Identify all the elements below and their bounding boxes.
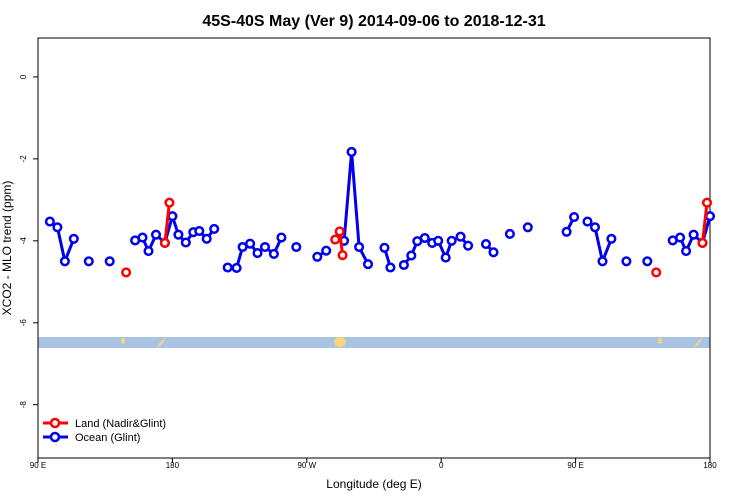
data-point — [252, 248, 263, 259]
data-point — [334, 226, 345, 237]
data-point — [480, 239, 492, 250]
y-tick-label: -8 — [19, 401, 28, 409]
series-ocean — [44, 146, 716, 273]
series-layer — [44, 146, 716, 278]
data-point — [245, 238, 256, 249]
data-point — [433, 235, 444, 246]
legend-ocean-label: Ocean (Glint) — [75, 432, 140, 444]
x-tick-label: 0 — [439, 461, 444, 470]
data-point — [569, 212, 580, 223]
data-point — [642, 256, 653, 267]
data-point — [59, 256, 70, 267]
data-point — [337, 250, 348, 261]
data-point — [83, 256, 94, 267]
data-point — [582, 216, 593, 227]
data-point — [398, 259, 409, 271]
data-point — [440, 252, 451, 263]
data-point — [259, 241, 271, 253]
map-strip — [38, 337, 710, 348]
map-strip-land — [121, 338, 125, 344]
data-point — [522, 222, 533, 233]
data-point — [222, 262, 233, 273]
series-line — [163, 202, 171, 244]
data-point — [44, 216, 55, 227]
x-tick-label: 90 E — [567, 461, 583, 470]
y-axis-label: XCO2 - MLO trend (ppm) — [0, 181, 14, 316]
x-tick-label: 180 — [166, 461, 180, 470]
data-point — [385, 262, 396, 273]
data-point — [621, 256, 632, 267]
data-point — [455, 231, 466, 242]
legend-land-marker — [49, 417, 61, 429]
legend-ocean-marker — [49, 431, 61, 443]
data-point — [209, 223, 220, 234]
data-point — [104, 256, 115, 267]
data-point — [504, 228, 515, 239]
data-point — [651, 267, 662, 278]
data-point — [406, 250, 417, 261]
data-point — [589, 222, 601, 233]
y-tick-label: 0 — [19, 74, 28, 79]
data-point — [419, 232, 430, 244]
x-axis-label: Longitude (deg E) — [326, 477, 421, 491]
series-line — [701, 202, 709, 244]
data-point — [346, 146, 357, 157]
y-tick-label: -6 — [19, 319, 28, 327]
x-tick-label: 180 — [703, 461, 717, 470]
data-point — [379, 242, 390, 253]
legend: Land (Nadir&Glint) Ocean (Glint) — [43, 417, 166, 444]
data-point — [180, 237, 191, 248]
y-tick-label: -2 — [19, 155, 28, 163]
data-point — [463, 240, 474, 251]
data-point — [330, 234, 341, 245]
legend-land-label: Land (Nadir&Glint) — [75, 418, 166, 430]
data-point — [697, 237, 708, 248]
data-point — [354, 241, 365, 253]
series-land — [121, 197, 713, 278]
data-point — [164, 197, 175, 208]
data-point — [167, 211, 178, 222]
chart-title: 45S-40S May (Ver 9) 2014-09-06 to 2018-1… — [202, 13, 545, 30]
data-point — [321, 245, 332, 256]
data-point — [194, 225, 205, 237]
data-point — [137, 232, 148, 243]
data-point — [561, 226, 572, 237]
plot-frame — [37, 37, 711, 459]
x-tick-label: 90 E — [30, 461, 46, 470]
y-tick-label: -4 — [19, 237, 28, 245]
map-strip-land — [334, 337, 346, 347]
data-point — [446, 235, 457, 246]
map-strip-land — [156, 338, 166, 348]
data-point — [276, 232, 287, 243]
map-strip-ocean — [38, 337, 710, 348]
data-point — [150, 229, 162, 240]
data-point — [362, 259, 374, 270]
data-point — [68, 233, 79, 244]
x-tick-label: 90 W — [297, 461, 316, 470]
data-point — [704, 211, 716, 222]
data-point — [268, 248, 279, 259]
data-point — [143, 246, 154, 257]
data-point — [488, 247, 499, 258]
data-point — [231, 262, 242, 273]
data-point — [52, 222, 63, 233]
data-point — [675, 232, 686, 243]
data-point — [173, 229, 184, 240]
series-line — [342, 150, 370, 265]
data-point — [701, 197, 713, 208]
map-strip-land — [693, 338, 703, 348]
y-axis: -8 -6 -4 -2 0 — [19, 74, 38, 408]
map-strip-land — [658, 338, 662, 344]
data-point — [597, 256, 608, 267]
data-point — [312, 251, 323, 262]
x-axis: 90 E 180 90 W 0 90 E 180 — [30, 458, 717, 470]
data-point — [688, 229, 699, 240]
data-point — [681, 246, 692, 257]
data-point — [121, 267, 132, 278]
data-point — [291, 241, 302, 253]
data-point — [606, 233, 617, 244]
data-point — [159, 237, 170, 248]
data-point — [201, 233, 212, 244]
